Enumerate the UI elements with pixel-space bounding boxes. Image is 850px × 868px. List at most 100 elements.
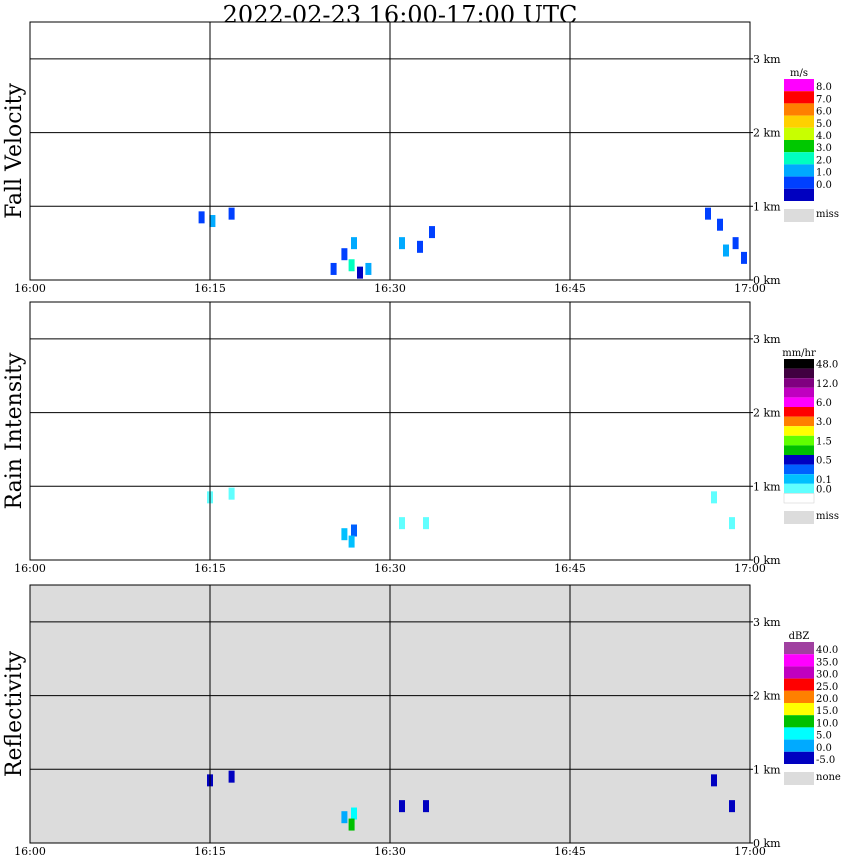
y-tick-label: 0 km [753,274,781,287]
legend-swatch [784,127,814,140]
legend-label: 0.1 [816,475,832,486]
legend-swatch [784,407,814,417]
data-cell [357,266,363,279]
data-cell [351,524,357,537]
x-tick-label: 16:30 [374,562,406,575]
legend-swatch [784,751,814,764]
legend-label: 40.0 [816,645,838,656]
legend-missing-swatch [784,772,814,785]
legend-label: 0.5 [816,456,832,467]
y-tick-label: 0 km [753,554,781,567]
legend-swatch [784,387,814,398]
x-tick-label: 16:15 [194,282,226,295]
legend-swatch [784,397,814,407]
plot-frame [29,21,751,281]
data-cell [705,207,711,220]
legend-label: 12.0 [816,379,838,390]
data-cell [423,800,429,813]
data-cell [732,237,739,250]
data-cell [348,818,355,831]
data-cell [717,218,723,231]
y-tick-label: 1 km [753,200,781,213]
data-cell [365,262,372,275]
panel-ylabel: Rain Intensity [2,352,27,509]
data-cell [198,211,205,224]
legend-label: 8.0 [816,82,832,93]
x-tick-label: 16:00 [14,282,46,295]
legend-swatch [784,140,814,153]
data-cell [228,770,235,783]
legend-swatch [784,739,814,752]
legend-unit: dBZ [789,631,810,642]
data-cell [330,262,337,275]
x-tick-label: 16:15 [194,845,226,858]
y-tick-label: 1 km [753,763,781,776]
legend-swatch [784,115,814,128]
data-cell [341,248,348,261]
legend-missing-label: none [816,772,841,783]
y-tick-label: 1 km [753,480,781,493]
data-cell [341,528,348,541]
legend-swatch [784,483,814,494]
legend-swatch [784,678,814,691]
legend-missing-label: miss [816,511,839,522]
y-tick-label: 3 km [753,53,781,66]
legend-swatch [784,176,814,189]
legend-swatch [784,464,814,475]
legend-label: 5.0 [816,731,832,742]
legend-missing-swatch [784,209,814,222]
legend-label: 20.0 [816,694,838,705]
data-cell [741,251,747,264]
legend-label: 30.0 [816,670,838,681]
y-tick-label: 3 km [753,333,781,346]
y-tick-label: 2 km [753,127,781,140]
legend-label: 5.0 [816,119,832,130]
data-cell [729,800,735,813]
legend-swatch [784,690,814,703]
x-tick-label: 16:15 [194,562,226,575]
legend-swatch [784,378,814,388]
legend-label: 10.0 [816,718,838,729]
legend-swatch [784,359,814,369]
legend-swatch [784,188,814,201]
legend-label: 3.0 [816,417,832,428]
x-tick-label: 17:00 [734,282,766,295]
data-cell [348,535,355,548]
legend-swatch [783,493,815,504]
data-cell [399,517,405,530]
legend-swatch [784,642,814,655]
data-cell [423,517,429,530]
legend-swatch [784,445,814,455]
legend-label: 4.0 [816,131,832,142]
legend-swatch [784,164,814,177]
legend-label: 0.0 [816,743,832,754]
legend-label: 2.0 [816,155,832,166]
x-tick-label: 16:30 [374,845,406,858]
data-cell [341,811,348,824]
legend-label: 6.0 [816,398,832,409]
x-tick-label: 17:00 [734,562,766,575]
x-tick-label: 16:45 [554,845,586,858]
legend-swatch [784,654,814,667]
legend-label: 0.0 [816,180,832,191]
legend-swatch [784,455,814,465]
data-cell [711,774,717,787]
panel-ylabel: Reflectivity [2,650,27,777]
x-tick-label: 16:45 [554,282,586,295]
y-tick-label: 2 km [753,690,781,703]
legend-swatch [784,715,814,728]
x-tick-label: 17:00 [734,845,766,858]
x-tick-label: 16:00 [14,845,46,858]
plot-frame [29,301,751,561]
data-cell [228,207,235,220]
y-tick-label: 3 km [753,616,781,629]
data-cell [209,215,216,228]
legend-label: 3.0 [816,143,832,154]
legend-label: -5.0 [816,755,835,766]
data-cell [399,800,405,813]
data-cell [348,259,355,272]
legend-unit: m/s [790,68,808,79]
data-cell [711,491,717,504]
data-cell [351,807,357,820]
